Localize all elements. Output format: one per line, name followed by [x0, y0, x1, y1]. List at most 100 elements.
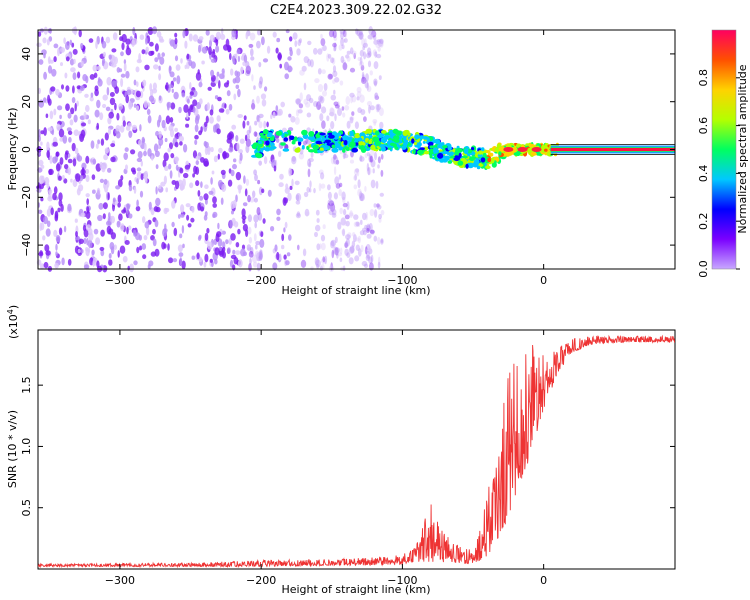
noise-blob [140, 160, 143, 167]
noise-blob [200, 181, 203, 189]
noise-blob [206, 227, 210, 234]
noise-blob [198, 44, 201, 53]
noise-blob [256, 40, 261, 49]
noise-blob [148, 95, 155, 102]
noise-blob [272, 262, 278, 271]
noise-blob [222, 246, 226, 253]
signal-blob [506, 151, 513, 156]
noise-blob [368, 256, 373, 264]
noise-blob [359, 31, 363, 41]
noise-blob [114, 102, 117, 111]
noise-blob [326, 53, 330, 62]
x-tick-label: −200 [246, 574, 276, 587]
signal-blob [342, 135, 350, 141]
spectrogram-x-label: Height of straight line (km) [281, 284, 430, 297]
noise-blob [330, 121, 335, 130]
noise-blob [105, 36, 111, 44]
noise-blob [183, 104, 189, 113]
noise-blob [94, 85, 99, 92]
noise-blob [235, 194, 238, 203]
noise-blob [345, 238, 350, 247]
noise-blob [286, 252, 291, 257]
noise-blob [120, 51, 124, 57]
noise-blob [144, 173, 148, 182]
noise-blob [67, 203, 72, 212]
noise-blob [341, 229, 345, 235]
noise-blob [160, 181, 166, 187]
noise-blob [250, 56, 255, 61]
noise-blob [208, 46, 212, 56]
noise-blob [142, 79, 147, 87]
signal-blob [469, 156, 475, 162]
noise-blob [303, 98, 309, 105]
chart-title: C2E4.2023.309.22.02.G32 [270, 3, 442, 18]
noise-blob [307, 168, 311, 178]
noise-blob [319, 96, 325, 104]
noise-blob [368, 246, 372, 252]
noise-blob [372, 119, 378, 124]
signal-peak [503, 147, 514, 152]
noise-blob [124, 147, 129, 153]
noise-blob [309, 59, 314, 68]
noise-blob [218, 108, 225, 113]
noise-blob [294, 40, 298, 47]
noise-blob [123, 207, 126, 213]
noise-blob [373, 78, 378, 86]
noise-blob [120, 175, 124, 181]
noise-blob [261, 36, 265, 46]
noise-blob [354, 237, 360, 242]
noise-blob [141, 49, 146, 55]
noise-blob [139, 245, 143, 251]
noise-blob [361, 260, 368, 267]
noise-blob [348, 212, 354, 217]
noise-blob [353, 184, 358, 190]
signal-blob [447, 160, 452, 164]
noise-blob [314, 257, 320, 266]
noise-blob [240, 248, 246, 257]
noise-blob [128, 101, 133, 110]
noise-blob [46, 38, 50, 46]
noise-blob [326, 115, 330, 122]
signal-blob [411, 138, 415, 144]
noise-blob [56, 123, 61, 131]
signal-blob [477, 150, 483, 155]
noise-blob [133, 79, 137, 86]
noise-blob [252, 261, 258, 268]
noise-blob [91, 174, 96, 181]
noise-blob [194, 115, 200, 125]
signal-blob [412, 148, 416, 155]
noise-blob [85, 104, 90, 113]
noise-blob [193, 165, 198, 175]
noise-blob [49, 155, 53, 164]
noise-blob [108, 127, 111, 135]
snr-series [37, 334, 675, 569]
noise-blob [370, 179, 376, 189]
noise-blob [368, 104, 371, 114]
noise-blob [334, 113, 337, 122]
noise-blob [356, 29, 360, 37]
noise-blob [294, 180, 300, 186]
noise-blob [180, 58, 183, 64]
signal-blob [419, 147, 426, 151]
noise-blob [139, 124, 142, 132]
noise-blob [147, 115, 152, 124]
noise-blob [299, 92, 303, 102]
noise-blob [365, 52, 372, 59]
noise-blob [272, 31, 277, 38]
noise-blob [239, 138, 245, 144]
noise-blob [376, 204, 382, 210]
signal-blob [463, 148, 469, 155]
noise-blob [204, 253, 209, 263]
noise-blob [337, 108, 342, 116]
noise-blob [129, 263, 135, 273]
noise-blob [122, 120, 126, 127]
signal-blob [422, 136, 429, 140]
noise-blob [80, 42, 84, 50]
noise-blob [279, 63, 283, 69]
noise-blob [272, 111, 276, 119]
noise-blob [130, 149, 136, 155]
y-tick-label: 20 [20, 95, 33, 109]
signal-blob [260, 135, 267, 139]
colorbar-ticks: 0.0 0.2 0.4 0.6 0.8 [697, 69, 740, 278]
noise-blob [85, 155, 90, 164]
